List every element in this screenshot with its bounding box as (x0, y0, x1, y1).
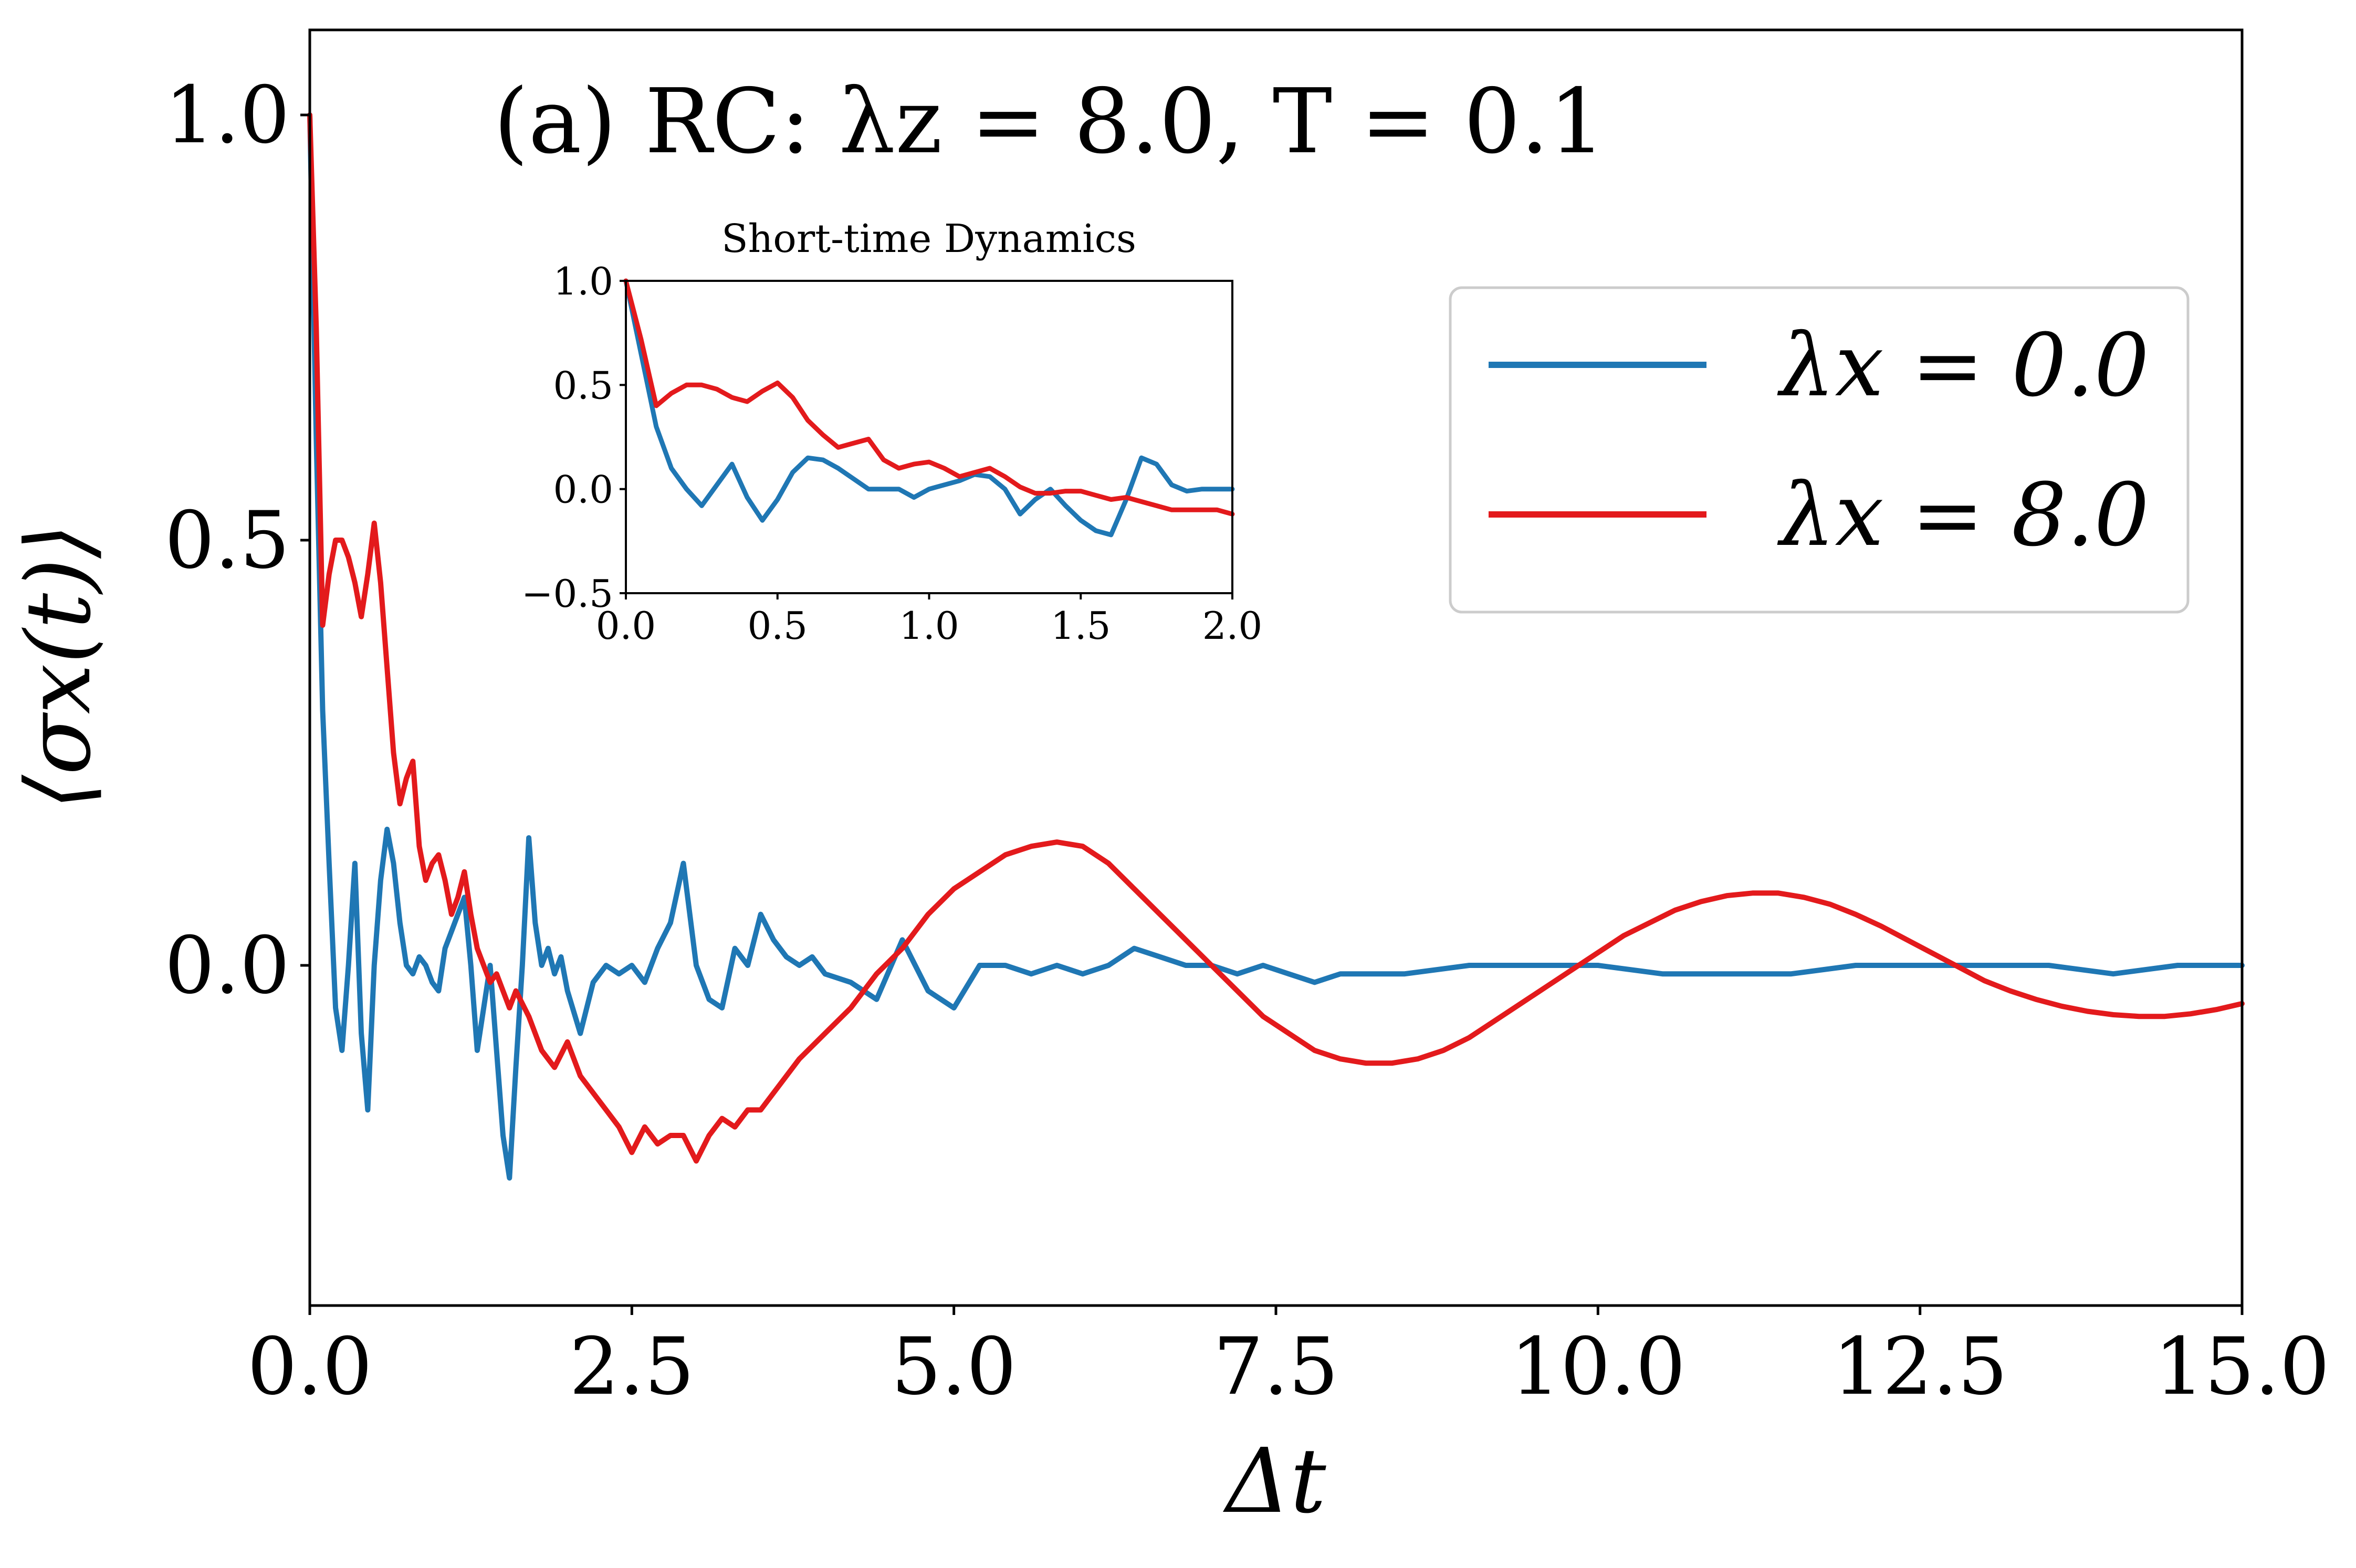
inset-y-tick-label: 1.0 (553, 259, 613, 303)
inset-plot: 0.0 0.5 1.0 1.5 2.0 −0.50.00.51.0 Short-time… (521, 216, 1262, 648)
legend-label-lambda-x-0: λx = 0.0 (1777, 315, 2149, 416)
legend: λx = 0.0 λx = 8.0 (1449, 286, 2190, 614)
inset-x-tick-label: 0.0 (596, 604, 656, 648)
main-x-tick-label: 2.5 (569, 1321, 695, 1413)
inset-chart-title: Short-time Dynamics (721, 216, 1136, 261)
inset-x-tick-label: 1.0 (899, 604, 959, 648)
main-x-tick-label: 7.5 (1213, 1321, 1339, 1413)
legend-box (1449, 286, 2190, 614)
main-x-tick-label: 12.5 (1833, 1321, 2008, 1413)
main-y-axis-label: ⟨σx(t)⟩ (7, 523, 111, 810)
inset-series-layer (623, 278, 1235, 538)
inset-plot-background (626, 281, 1232, 593)
main-y-tick-label: 0.0 (164, 920, 290, 1012)
main-y-tick-label: 1.0 (164, 70, 290, 161)
legend-label-lambda-x-8: λx = 8.0 (1777, 465, 2149, 565)
inset-series-line-0 (623, 278, 1235, 538)
main-y-ticks: 0.0 0.5 1.0 (164, 70, 310, 1012)
inset-y-tick-label: −0.5 (521, 572, 613, 616)
main-x-ticks: 0.0 2.5 5.0 7.5 10.0 12.5 15.0 (247, 1306, 2330, 1413)
main-series-layer (307, 112, 2245, 1181)
inset-y-tick-label: 0.5 (553, 363, 613, 407)
main-x-tick-label: 0.0 (247, 1321, 373, 1413)
main-plot: 0.0 2.5 5.0 7.5 10.0 12.5 15.0 0.0 0.5 1.0 Δt ⟨σ… (7, 28, 2330, 1533)
inset-x-tick-label: 0.5 (747, 604, 808, 648)
inset-series-line-1 (623, 278, 1235, 517)
inset-x-tick-label: 2.0 (1202, 604, 1263, 648)
main-x-tick-label: 15.0 (2154, 1321, 2330, 1413)
inset-x-ticks: 0.0 0.5 1.0 1.5 2.0 (596, 593, 1263, 648)
main-x-tick-label: 5.0 (891, 1321, 1017, 1413)
main-series-line-1 (307, 112, 2245, 1164)
inset-y-ticks: −0.5 0.0 0.5 1.0 (521, 259, 626, 616)
main-y-tick-label: 0.5 (164, 495, 290, 586)
inset-x-tick-label: 1.5 (1051, 604, 1111, 648)
inset-y-tick-label: 0.0 (553, 468, 613, 512)
main-chart-title: (a) RC: λz = 8.0, T = 0.1 (494, 70, 1606, 174)
main-x-tick-label: 10.0 (1510, 1321, 1685, 1413)
main-x-axis-label: Δt (1222, 1429, 1326, 1533)
main-series-line-0 (307, 112, 2245, 1181)
